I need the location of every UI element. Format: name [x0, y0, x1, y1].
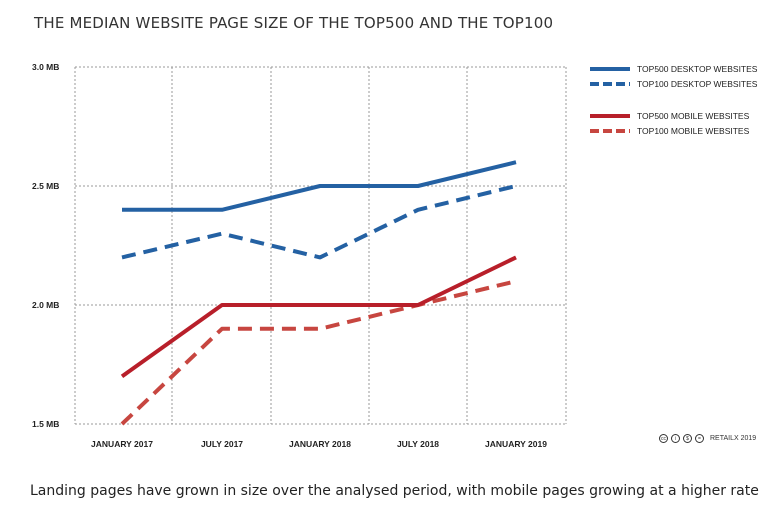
legend: TOP500 DESKTOP WEBSITES TOP100 DESKTOP WE… [590, 64, 758, 136]
y-tick-label: 1.5 MB [32, 419, 59, 429]
y-tick-label: 2.0 MB [32, 300, 59, 310]
series-line-4 [120, 279, 517, 426]
y-tick-label: 3.0 MB [32, 62, 59, 72]
line-chart: 1.5 MB 2.0 MB 2.5 MB 3.0 MB JANUARY 2017 JUL… [32, 62, 758, 449]
legend-label: TOP100 MOBILE WEBSITES [637, 126, 750, 136]
chart-caption: Landing pages have grown in size over th… [30, 483, 759, 499]
x-tick-label: JANUARY 2018 [289, 439, 351, 449]
series-line-3 [120, 255, 517, 379]
legend-label: TOP500 MOBILE WEBSITES [637, 111, 750, 121]
series-line-2 [121, 184, 517, 260]
series-lines [120, 160, 517, 426]
x-tick-label: JULY 2018 [397, 439, 439, 449]
credit-text: RETAILX 2019 [710, 435, 757, 442]
nd-icon: = [695, 434, 704, 443]
y-axis: 1.5 MB 2.0 MB 2.5 MB 3.0 MB [32, 62, 59, 429]
x-tick-label: JULY 2017 [201, 439, 243, 449]
cc-icon: cc [659, 434, 668, 443]
x-tick-label: JANUARY 2019 [485, 439, 547, 449]
x-axis: JANUARY 2017 JULY 2017 JANUARY 2018 JULY 20… [91, 439, 547, 449]
license-credit: cc i $ = RETAILX 2019 [659, 434, 756, 443]
nc-icon: $ [683, 434, 692, 443]
x-tick-label: JANUARY 2017 [91, 439, 153, 449]
y-tick-label: 2.5 MB [32, 181, 59, 191]
legend-label: TOP100 DESKTOP WEBSITES [637, 79, 758, 89]
by-icon: i [671, 434, 680, 443]
legend-label: TOP500 DESKTOP WEBSITES [637, 64, 758, 74]
chart-title: THE MEDIAN WEBSITE PAGE SIZE OF THE TOP5… [34, 14, 554, 32]
grid [74, 66, 567, 425]
series-line-1 [122, 160, 517, 212]
